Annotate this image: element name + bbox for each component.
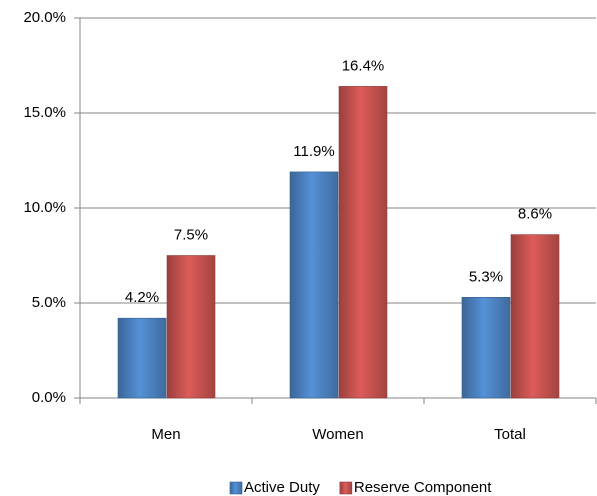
y-tick-label: 0.0%: [32, 389, 66, 406]
bar: [289, 171, 339, 399]
bar: [338, 86, 388, 399]
value-label: 4.2%: [125, 289, 159, 306]
value-label: 7.5%: [174, 226, 208, 243]
x-tick-label: Total: [494, 426, 526, 443]
bar: [510, 234, 560, 399]
value-label: 8.6%: [518, 206, 552, 223]
y-tick-label: 10.0%: [23, 199, 66, 216]
bar: [117, 317, 167, 399]
legend-label: Reserve Component: [354, 479, 492, 496]
legend-label: Active Duty: [244, 479, 320, 496]
y-tick-label: 20.0%: [23, 9, 66, 26]
bar: [461, 296, 511, 399]
y-tick-label: 15.0%: [23, 104, 66, 121]
x-tick-label: Women: [312, 426, 363, 443]
y-tick-label: 5.0%: [32, 294, 66, 311]
value-label: 16.4%: [342, 57, 385, 74]
value-label: 11.9%: [293, 143, 334, 160]
legend-swatch: [339, 481, 353, 495]
value-label: 5.3%: [469, 268, 503, 285]
bar: [166, 255, 216, 399]
x-tick-label: Men: [151, 426, 180, 443]
legend-swatch: [229, 481, 243, 495]
